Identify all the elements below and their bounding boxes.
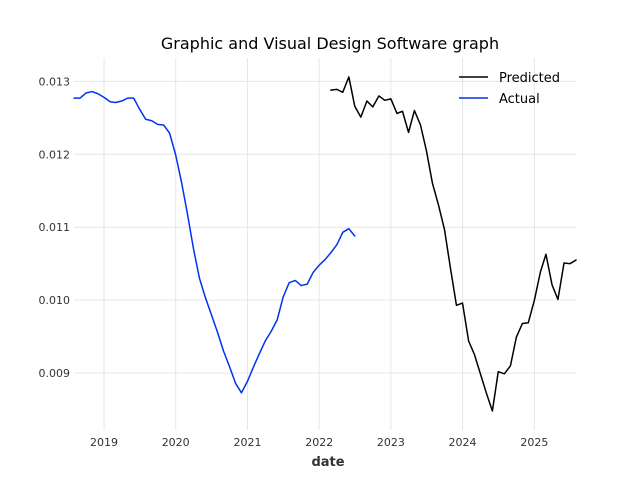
series-lines: [73, 76, 577, 412]
grid: [74, 58, 576, 430]
x-tick-label: 2024: [449, 436, 477, 449]
y-tick-label: 0.009: [39, 367, 71, 380]
legend: Predicted Actual: [459, 71, 560, 107]
y-tick-label: 0.012: [39, 148, 71, 161]
x-tick-label: 2022: [305, 436, 333, 449]
series-line-actual: [73, 90, 356, 394]
x-axis-label: date: [311, 455, 344, 470]
x-tick-label: 2021: [234, 436, 262, 449]
chart-title: Graphic and Visual Design Software graph: [161, 34, 499, 53]
legend-label-predicted: Predicted: [499, 71, 560, 86]
x-tick-label: 2019: [90, 436, 118, 449]
x-axis: 2019 2020 2021 2022 2023 2024 2025: [90, 436, 548, 449]
legend-label-actual: Actual: [499, 92, 540, 107]
y-tick-label: 0.010: [39, 294, 71, 307]
y-tick-label: 0.013: [39, 75, 71, 88]
x-tick-label: 2025: [520, 436, 548, 449]
x-tick-label: 2020: [162, 436, 190, 449]
y-axis: 0.009 0.010 0.011 0.012 0.013: [39, 75, 71, 380]
y-tick-label: 0.011: [39, 221, 71, 234]
x-tick-label: 2023: [377, 436, 405, 449]
series-line-predicted: [330, 76, 577, 412]
